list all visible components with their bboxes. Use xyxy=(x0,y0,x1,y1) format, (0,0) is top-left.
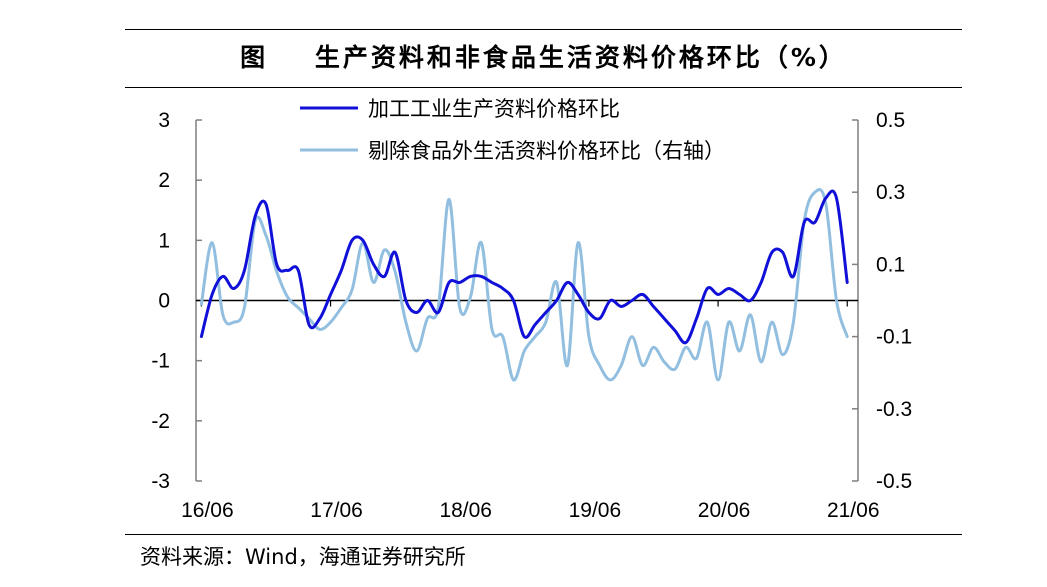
top-rule xyxy=(125,29,962,30)
right-y-tick-label: -0.5 xyxy=(876,470,912,493)
legend-item-nonfood-living-label: 剔除食品外生活资料价格环比（右轴） xyxy=(368,140,725,163)
bottom-rule xyxy=(125,534,962,535)
right-y-tick-label: 0.1 xyxy=(876,253,905,276)
x-tick-label: 20/06 xyxy=(698,499,751,522)
right-y-tick-label: -0.3 xyxy=(876,398,912,421)
figure-title: 图 生产资料和非食品生活资料价格环比（%） xyxy=(240,43,847,72)
left-y-tick-label: 3 xyxy=(158,109,170,132)
x-tick-label: 21/06 xyxy=(827,499,880,522)
x-tick-label: 16/06 xyxy=(181,499,234,522)
left-y-tick-label: -3 xyxy=(151,470,170,493)
left-y-tick-label: 2 xyxy=(158,169,170,192)
right-y-tick-label: 0.5 xyxy=(876,109,905,132)
x-tick-label: 18/06 xyxy=(439,499,492,522)
left-y-tick-label: -1 xyxy=(151,350,170,373)
series-line-processing-industry xyxy=(199,189,849,345)
right-y-tick-label: -0.1 xyxy=(876,326,912,349)
x-tick-label: 17/06 xyxy=(310,499,363,522)
legend-item-processing-industry-label: 加工工业生产资料价格环比 xyxy=(368,98,620,121)
axes: 3 2 1 0 -1 -2 -3 0.5 0.3 0.1 -0.1 -0.3 -0.5 16/06 17/0… xyxy=(151,109,912,522)
series-line-nonfood-living xyxy=(199,188,849,382)
left-y-tick-label: 0 xyxy=(158,290,170,313)
left-y-tick-label: 1 xyxy=(158,229,170,252)
title-rule xyxy=(125,87,962,88)
x-tick-label: 19/06 xyxy=(569,499,622,522)
left-y-tick-label: -2 xyxy=(151,410,170,433)
series-lines xyxy=(199,188,849,382)
right-y-tick-label: 0.3 xyxy=(876,181,905,204)
source-note: 资料来源：Wind，海通证券研究所 xyxy=(140,545,466,569)
